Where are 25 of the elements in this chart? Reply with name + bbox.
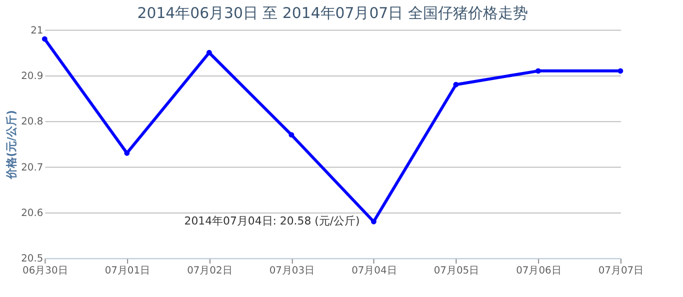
y-tick-label: 20.6 [21,208,44,219]
x-tick-label: 07月06日 [516,266,562,277]
point [124,150,130,156]
annotation: 2014年07月04日: 20.58 (元/公斤) [184,214,360,228]
point [535,68,541,74]
y-tick-label: 20.9 [21,70,44,82]
y-tick-label: 20.5 [21,254,44,265]
y-tick-label: 20.8 [21,116,44,128]
y-axis-title: 价格(元/公斤) [5,110,18,180]
x-tick-label: 07月07日 [598,266,644,277]
chart-title: 2014年06月30日 至 2014年07月07日 全国仔猪价格走势 [137,4,528,22]
x-tick-label: 07月04日 [352,266,397,277]
x-tick-label: 07月02日 [187,266,232,277]
x-tick-label: 07月03日 [269,266,315,277]
point [618,68,624,74]
point [370,218,376,224]
x-tick-label: 06月30日 [22,266,68,277]
point [288,132,294,138]
point [206,50,212,56]
x-tick-label: 07月05日 [434,266,480,277]
point [453,82,459,88]
y-tick-label: 20.7 [21,162,44,174]
point [42,36,48,42]
y-tick-label: 21 [30,25,44,36]
x-tick-label: 07月01日 [104,266,150,277]
